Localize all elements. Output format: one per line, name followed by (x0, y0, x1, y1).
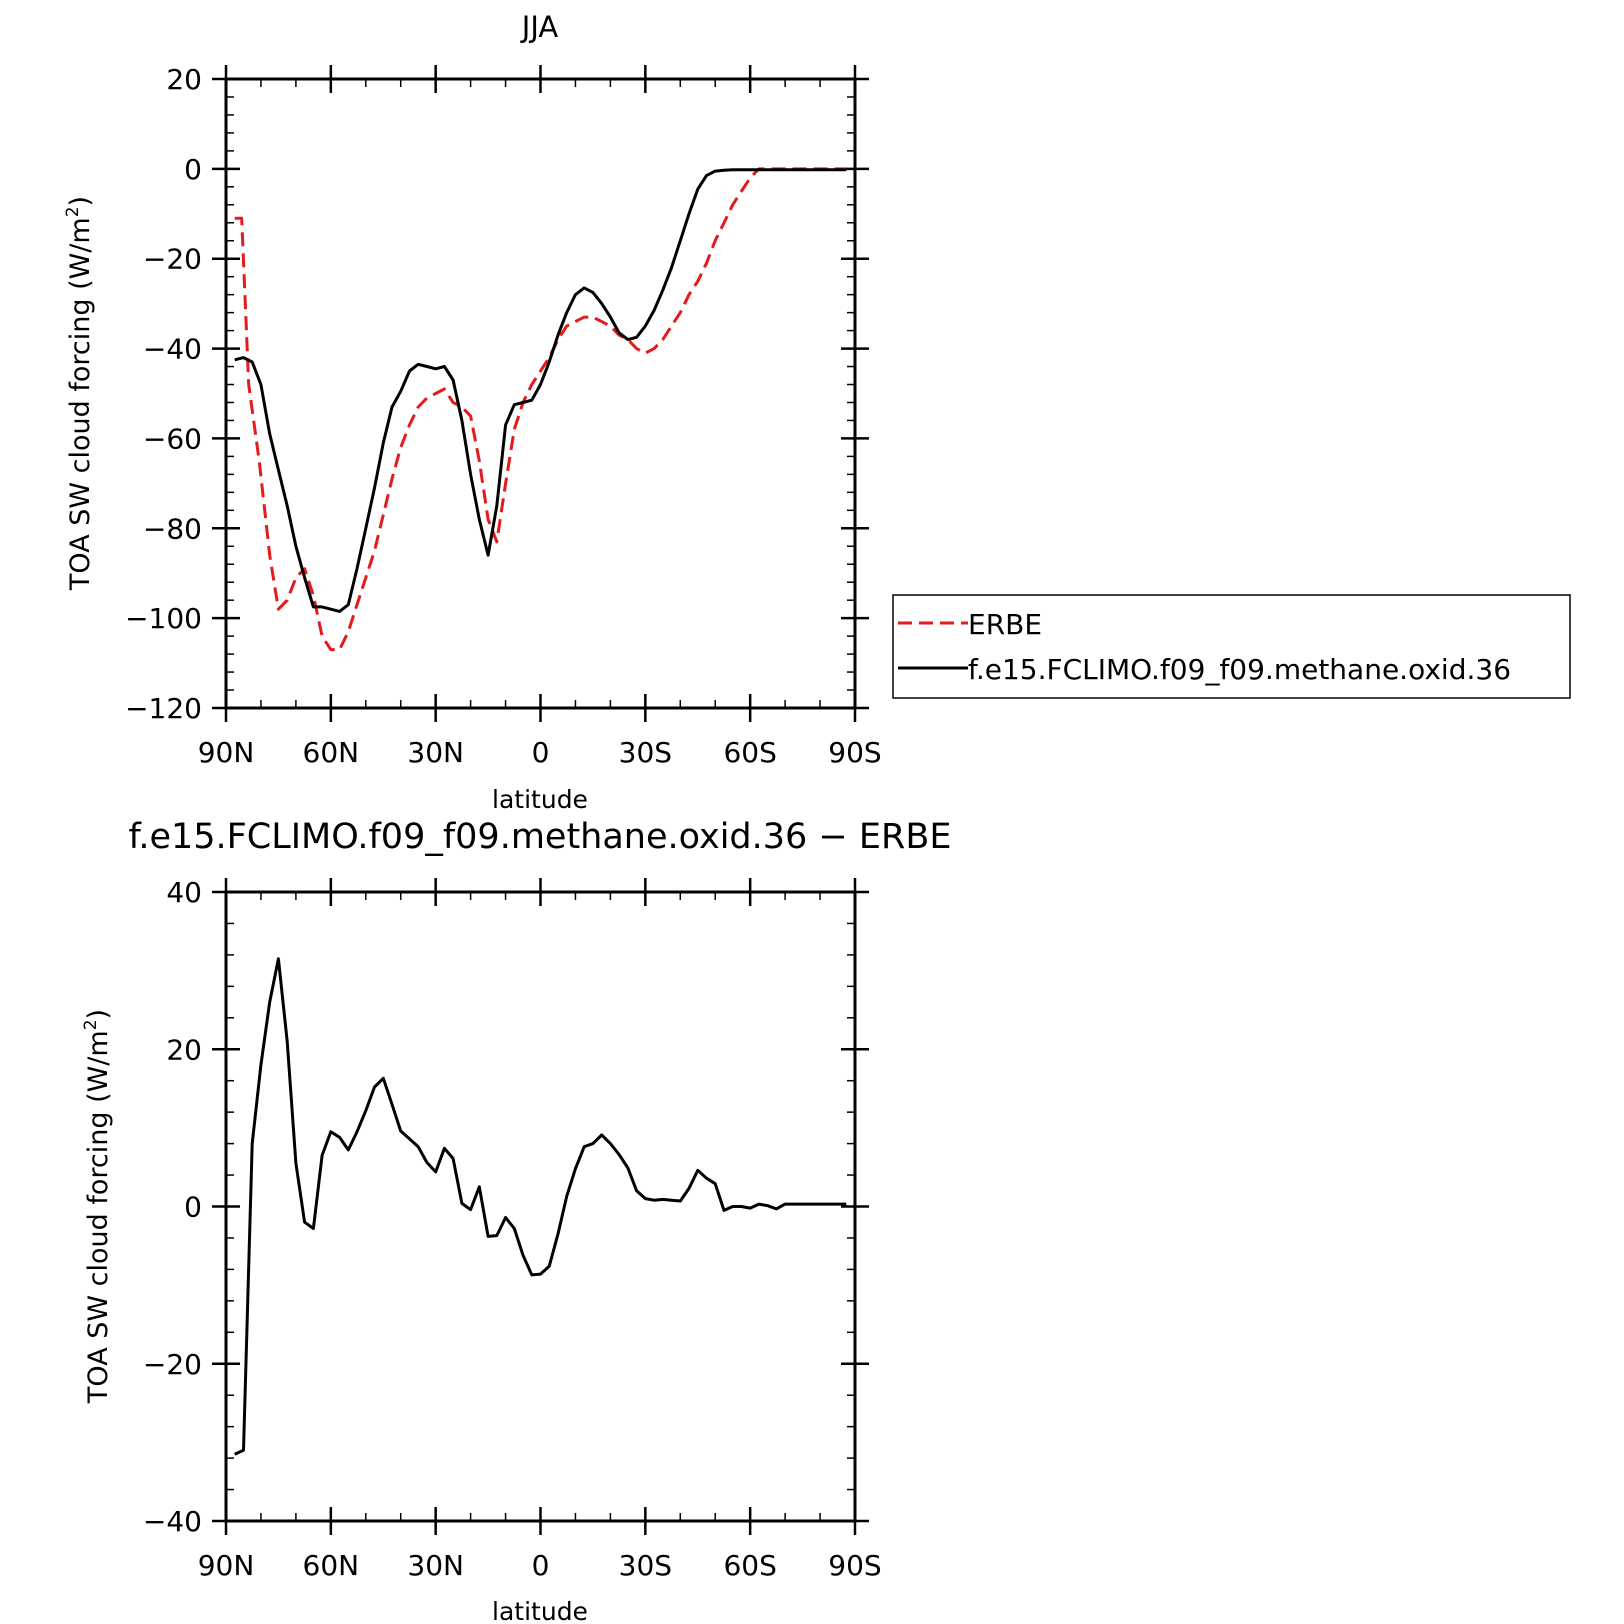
bottom-y-tick-label: −40 (143, 1505, 202, 1538)
legend-box (892, 594, 1571, 699)
bottom-x-tick-label: 90S (828, 1549, 881, 1582)
bottom-x-tick-label: 60N (303, 1549, 360, 1582)
top-x-tick-label: 60S (723, 736, 776, 769)
top-x-tick-label: 60N (303, 736, 360, 769)
bottom-x-tick-label: 0 (532, 1549, 550, 1582)
top-y-tick-label: −120 (125, 692, 202, 725)
top-x-tick-label: 30S (619, 736, 672, 769)
top-x-tick-label: 0 (532, 736, 550, 769)
bottom-x-tick-label: 30N (407, 1549, 464, 1582)
top-chart-title: JJA (520, 10, 559, 44)
top-y-tick-label: 0 (184, 153, 202, 186)
bottom-x-tick-label: 90N (198, 1549, 255, 1582)
top-y-tick-label: −60 (143, 422, 202, 455)
top-x-axis-label: latitude (492, 785, 588, 814)
top-y-axis-label-sup: 2 (63, 206, 83, 217)
legend-label-erbe: ERBE (968, 608, 1042, 641)
top-plot-frame (224, 77, 857, 710)
top-y-tick-label: 20 (166, 63, 202, 96)
bottom-x-tick-label: 60S (723, 1549, 776, 1582)
bottom-series-line-model-difference (234, 957, 847, 1456)
top-x-tick-label: 30N (407, 736, 464, 769)
top-series-layer (234, 167, 847, 652)
top-x-tick-label: 90S (828, 736, 881, 769)
top-y-tick-label: −40 (143, 333, 202, 366)
bottom-y-tick-labels: 40 20 0 −20 −40 (143, 876, 202, 1538)
bottom-panel: f.e15.FCLIMO.f09_f09.methane.oxid.36 − E… (81, 817, 951, 1624)
bottom-y-axis-label-sup: 2 (81, 1019, 101, 1030)
legend: ERBE f.e15.FCLIMO.f09_f09.methane.oxid.3… (892, 594, 1571, 699)
top-panel: JJA 20 0 −20 −40 −60 −80 −100 −120 90N 60N 30N 0 30… (63, 10, 1571, 814)
bottom-y-tick-label: 40 (166, 876, 202, 909)
bottom-y-axis-label-close: ) (83, 1009, 114, 1020)
top-y-axis-label-close: ) (65, 196, 96, 207)
bottom-x-tick-labels: 90N 60N 30N 0 30S 60S 90S (198, 1549, 882, 1582)
bottom-plot-frame (224, 890, 857, 1523)
top-y-axis-label-main: TOA SW cloud forcing (W/m (65, 217, 96, 591)
top-y-tick-labels: 20 0 −20 −40 −60 −80 −100 −120 (125, 63, 202, 725)
top-series-line-model (234, 168, 847, 613)
top-x-tick-labels: 90N 60N 30N 0 30S 60S 90S (198, 736, 882, 769)
bottom-series-layer (234, 957, 847, 1456)
top-y-axis-label: TOA SW cloud forcing (W/m2) (63, 196, 96, 591)
top-ticks (212, 65, 869, 722)
bottom-x-tick-label: 30S (619, 1549, 672, 1582)
bottom-chart-title: f.e15.FCLIMO.f09_f09.methane.oxid.36 − E… (129, 817, 952, 857)
bottom-y-axis-label-main: TOA SW cloud forcing (W/m (83, 1030, 114, 1404)
top-series-line-erbe (234, 167, 847, 652)
bottom-y-axis-label: TOA SW cloud forcing (W/m2) (81, 1009, 114, 1404)
top-x-tick-label: 90N (198, 736, 255, 769)
top-y-tick-label: −80 (143, 512, 202, 545)
top-y-tick-label: −100 (125, 602, 202, 635)
bottom-x-axis-label: latitude (492, 1597, 588, 1624)
top-y-tick-label: −20 (143, 243, 202, 276)
bottom-y-tick-label: −20 (143, 1348, 202, 1381)
legend-label-model: f.e15.FCLIMO.f09_f09.methane.oxid.36 (968, 653, 1511, 686)
bottom-y-tick-label: 20 (166, 1033, 202, 1066)
bottom-y-tick-label: 0 (184, 1191, 202, 1224)
